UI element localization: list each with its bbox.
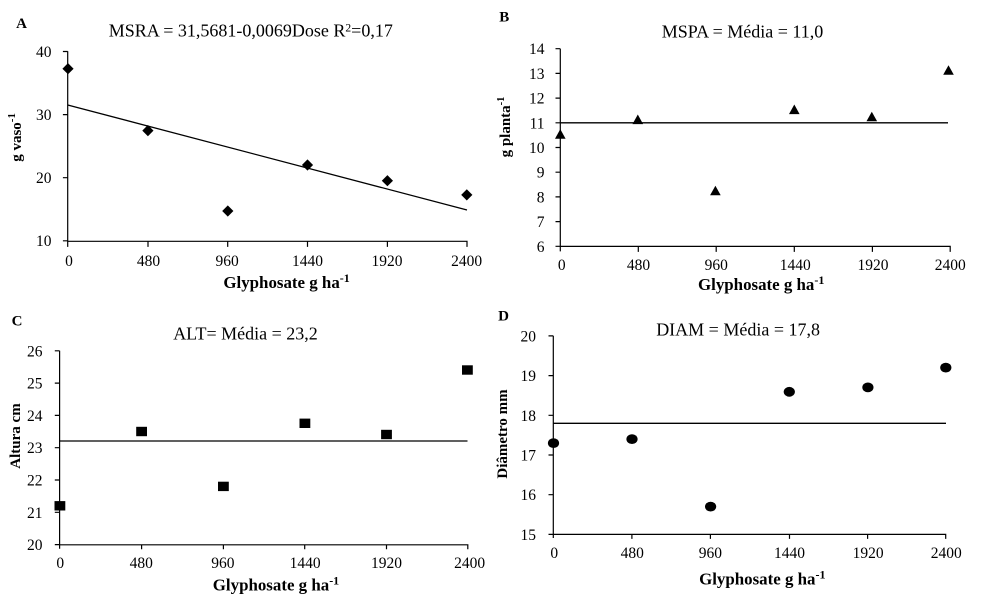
svg-text:Glyphosate g ha-1: Glyphosate g ha-1: [698, 273, 824, 294]
svg-text:1440: 1440: [774, 545, 805, 562]
svg-text:D: D: [498, 309, 509, 325]
svg-text:20: 20: [521, 328, 537, 345]
svg-text:8: 8: [537, 189, 545, 206]
svg-text:A: A: [16, 16, 27, 32]
svg-text:C: C: [12, 314, 23, 330]
svg-text:1440: 1440: [292, 253, 323, 270]
svg-text:2400: 2400: [931, 545, 962, 562]
svg-text:g vaso-1: g vaso-1: [6, 113, 25, 162]
svg-text:10: 10: [36, 233, 52, 250]
svg-text:9: 9: [537, 165, 545, 182]
svg-text:13: 13: [529, 66, 545, 83]
svg-text:MSPA = Média = 11,0: MSPA = Média = 11,0: [662, 22, 824, 42]
svg-text:0: 0: [56, 555, 64, 572]
svg-text:Glyphosate g ha-1: Glyphosate g ha-1: [699, 568, 825, 589]
svg-text:480: 480: [130, 555, 154, 572]
svg-text:40: 40: [36, 44, 52, 61]
svg-text:12: 12: [529, 91, 545, 108]
svg-text:960: 960: [215, 253, 239, 270]
svg-text:1920: 1920: [372, 253, 403, 270]
svg-text:2400: 2400: [451, 253, 482, 270]
svg-text:Glyphosate g ha-1: Glyphosate g ha-1: [213, 574, 339, 595]
svg-text:960: 960: [705, 257, 729, 274]
svg-text:960: 960: [699, 545, 723, 562]
svg-text:0: 0: [550, 545, 558, 562]
svg-text:7: 7: [537, 214, 545, 231]
svg-text:1920: 1920: [853, 545, 884, 562]
svg-text:30: 30: [36, 107, 52, 124]
svg-text:0: 0: [558, 257, 566, 274]
svg-text:6: 6: [537, 239, 545, 256]
svg-text:ALT= Média = 23,2: ALT= Média = 23,2: [173, 324, 318, 344]
svg-text:11: 11: [530, 115, 545, 132]
svg-text:25: 25: [27, 376, 43, 393]
svg-text:480: 480: [621, 545, 645, 562]
svg-text:0: 0: [65, 253, 73, 270]
svg-text:MSRA = 31,5681-0,0069Dose R2=0: MSRA = 31,5681-0,0069Dose R2=0,17: [109, 21, 393, 41]
svg-text:1920: 1920: [858, 257, 889, 274]
svg-text:10: 10: [529, 140, 545, 157]
svg-text:14: 14: [529, 41, 545, 58]
svg-text:960: 960: [211, 555, 235, 572]
svg-text:20: 20: [36, 170, 52, 187]
svg-text:480: 480: [137, 253, 161, 270]
svg-text:15: 15: [521, 527, 537, 544]
svg-text:Diâmetro mm: Diâmetro mm: [495, 389, 511, 479]
svg-text:20: 20: [27, 537, 43, 554]
svg-text:17: 17: [521, 448, 537, 465]
svg-text:B: B: [499, 9, 509, 25]
svg-text:16: 16: [521, 487, 537, 504]
svg-text:24: 24: [27, 408, 43, 425]
svg-text:18: 18: [521, 408, 537, 425]
svg-text:480: 480: [627, 257, 651, 274]
svg-text:g planta-1: g planta-1: [496, 97, 514, 158]
svg-text:22: 22: [27, 473, 43, 490]
svg-text:21: 21: [27, 505, 43, 522]
svg-text:2400: 2400: [454, 555, 485, 572]
svg-text:DIAM = Média = 17,8: DIAM = Média = 17,8: [656, 320, 820, 340]
svg-text:Glyphosate g ha-1: Glyphosate g ha-1: [223, 271, 349, 292]
svg-text:2400: 2400: [935, 257, 966, 274]
svg-text:1440: 1440: [290, 555, 321, 572]
svg-text:1920: 1920: [371, 555, 402, 572]
svg-text:Altura cm: Altura cm: [8, 403, 24, 469]
svg-text:26: 26: [27, 343, 43, 360]
svg-text:23: 23: [27, 440, 43, 457]
svg-text:19: 19: [521, 368, 537, 385]
svg-text:1440: 1440: [780, 257, 811, 274]
